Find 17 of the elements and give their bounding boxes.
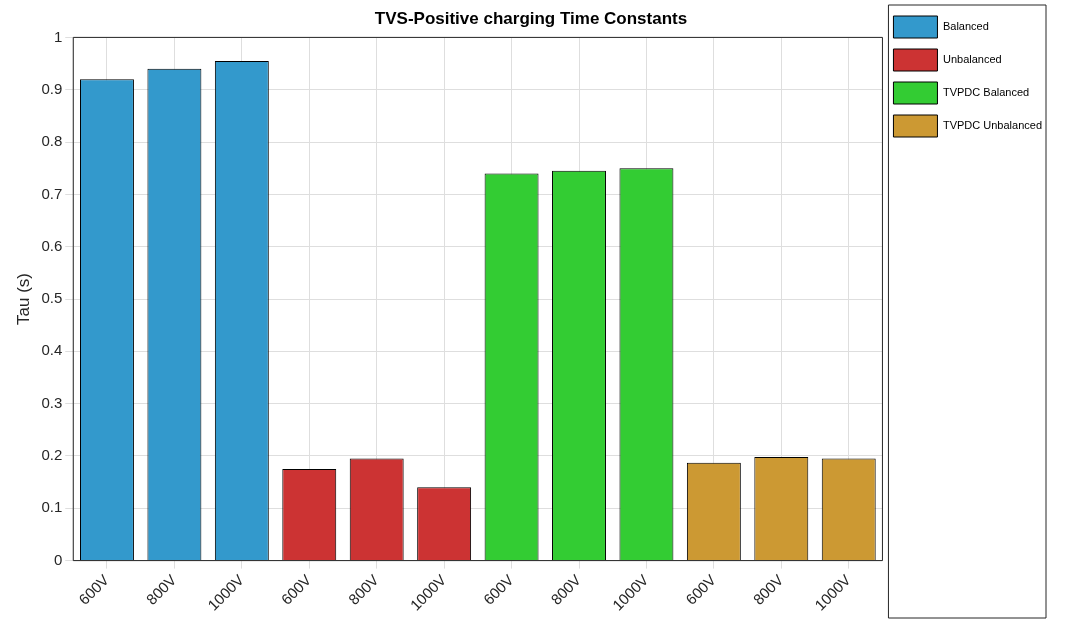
y-tick-label: 0.5 <box>41 289 63 307</box>
y-tick-label: 0.3 <box>41 393 63 411</box>
y-tick-label: 0.9 <box>41 79 63 97</box>
y-tick-label: 0 <box>53 550 63 568</box>
y-axis-title: Tau (s) <box>13 273 33 325</box>
y-tick-label: 0.8 <box>41 132 63 150</box>
chart-title: TVS-Positive charging Time Constants <box>374 8 688 28</box>
y-tick-label: 0.2 <box>41 446 63 464</box>
legend-label: Unbalanced <box>942 53 1002 66</box>
y-tick-label: 1 <box>53 27 63 45</box>
y-tick-label: 0.7 <box>41 184 63 202</box>
legend-label: TVPDC Unbalanced <box>942 119 1043 132</box>
y-tick-label: 0.6 <box>41 236 63 254</box>
legend-label: Balanced <box>942 20 989 33</box>
y-tick-label: 0.4 <box>41 341 63 359</box>
y-tick-label: 0.1 <box>41 498 63 516</box>
legend-label: TVPDC Balanced <box>942 86 1030 99</box>
